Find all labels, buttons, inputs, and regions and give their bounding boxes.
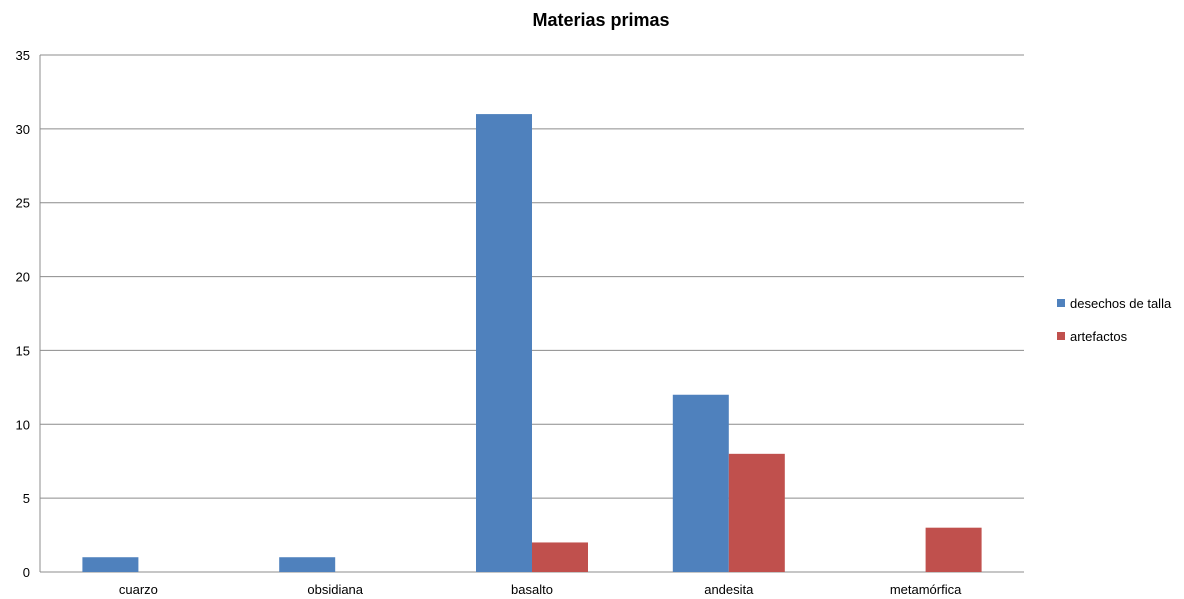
y-tick-label: 35 bbox=[16, 48, 30, 63]
y-tick-label: 30 bbox=[16, 122, 30, 137]
bar-desechos-de-talla-obsidiana bbox=[279, 557, 336, 572]
y-tick-label: 0 bbox=[23, 565, 30, 580]
bar-artefactos-basalto bbox=[532, 542, 588, 572]
legend: desechos de talla artefactos bbox=[1057, 296, 1172, 344]
tick-labels: 0 5 10 15 20 25 30 35 cuarzo obsidiana basalto ande… bbox=[16, 48, 963, 597]
x-tick-label: metamórfica bbox=[890, 582, 962, 597]
legend-label: desechos de talla bbox=[1070, 296, 1172, 311]
bar-desechos-de-talla-andesita bbox=[672, 394, 729, 572]
x-tick-label: obsidiana bbox=[307, 582, 363, 597]
x-tick-label: andesita bbox=[704, 582, 754, 597]
legend-label: artefactos bbox=[1070, 329, 1128, 344]
x-tick-label: basalto bbox=[511, 582, 553, 597]
bar-desechos-de-talla-cuarzo bbox=[82, 557, 139, 572]
bar-artefactos-metamórfica bbox=[925, 527, 982, 572]
legend-swatch bbox=[1057, 299, 1065, 307]
y-tick-label: 5 bbox=[23, 491, 30, 506]
bar-artefactos-andesita bbox=[728, 453, 785, 572]
legend-swatch bbox=[1057, 332, 1065, 340]
bars bbox=[82, 114, 982, 572]
y-tick-label: 15 bbox=[16, 343, 30, 358]
y-tick-label: 20 bbox=[16, 270, 30, 285]
y-tick-label: 25 bbox=[16, 196, 30, 211]
x-tick-label: cuarzo bbox=[119, 582, 158, 597]
bar-desechos-de-talla-basalto bbox=[476, 114, 532, 572]
y-tick-label: 10 bbox=[16, 417, 30, 432]
chart-title: Materias primas bbox=[532, 10, 669, 30]
